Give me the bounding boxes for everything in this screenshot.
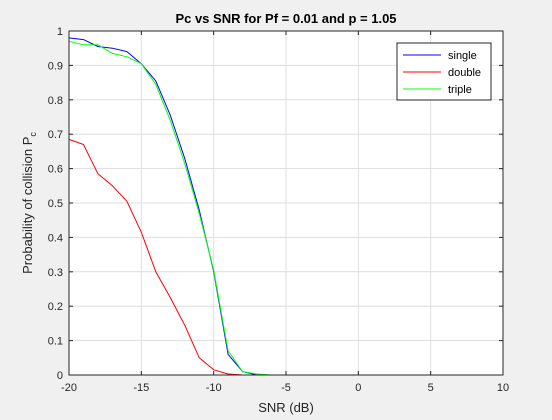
x-tick-label: -20 [61,382,77,394]
y-tick-label: 0.9 [48,60,63,72]
y-axis-label: Probability of collision Pc [20,132,38,274]
x-tick-label: -5 [281,382,291,394]
y-tick-label: 0.2 [48,301,63,313]
legend-label-triple: triple [448,84,472,96]
legend-label-double: double [448,67,481,79]
x-tick-label: 10 [497,382,509,394]
y-tick-label: 0.4 [48,232,63,244]
y-tick-label: 0.8 [48,95,63,107]
y-axis-label-main: Probability of collision P [20,137,35,274]
y-tick-label: 0 [57,370,63,382]
chart-title: Pc vs SNR for Pf = 0.01 and p = 1.05 [175,11,396,26]
y-tick-label: 0.3 [48,267,63,279]
x-tick-label: -10 [206,382,222,394]
ticks [68,30,504,376]
x-tick-label: -15 [133,382,149,394]
legend-label-single: single [448,50,477,62]
y-tick-label: 0.7 [48,129,63,141]
y-tick-label: 0.1 [48,336,63,348]
x-tick-label: 5 [428,382,434,394]
x-tick-label: 0 [355,382,361,394]
y-axis-label-subscript: c [28,132,38,137]
y-tick-label: 0.5 [48,198,63,210]
legend: single double triple [396,42,492,101]
y-tick-label: 1 [57,26,63,38]
tick-labels: -20 -15 -10 -5 0 5 10 0 0.1 0.2 0.3 0.4 0.5 0.6 0.7 0.8… [48,26,509,394]
y-tick-label: 0.6 [48,164,63,176]
x-axis-label: SNR (dB) [258,400,314,415]
